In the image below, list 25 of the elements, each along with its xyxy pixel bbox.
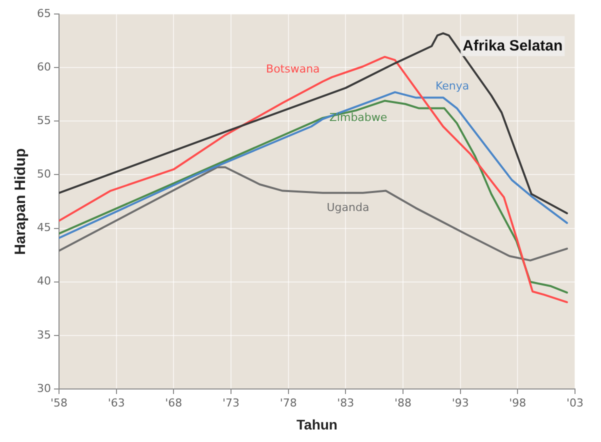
x-tick-label: '93 [452, 396, 469, 410]
y-tick-label: 40 [36, 274, 51, 288]
x-tick-label: '78 [280, 396, 297, 410]
y-tick-label: 30 [36, 382, 51, 395]
x-axis-title: Tahun [296, 416, 338, 432]
series-label: Zimbabwe [329, 110, 388, 124]
x-tick-label: '68 [165, 396, 182, 410]
x-tick-label: '98 [509, 396, 526, 410]
y-tick-label: 65 [36, 6, 51, 20]
x-tick-label: '58 [50, 396, 68, 410]
y-tick-label: 60 [36, 60, 51, 74]
x-tick-label: '03 [566, 396, 584, 410]
series-label: Uganda [326, 200, 370, 214]
series-label: Kenya [435, 80, 470, 93]
y-tick-label: 55 [36, 114, 51, 127]
series-label: Botswana [266, 62, 320, 76]
series-label: Afrika Selatan [462, 37, 563, 54]
x-tick-label: '63 [108, 396, 125, 410]
x-tick-label: '83 [337, 396, 354, 410]
x-tick-label: '73 [222, 396, 240, 410]
y-tick-label: 45 [36, 221, 51, 234]
y-axis-title: Harapan Hidup [12, 148, 30, 255]
x-tick-label: '88 [394, 396, 412, 410]
y-tick-label: 50 [36, 168, 51, 181]
y-tick-label: 35 [36, 328, 51, 342]
